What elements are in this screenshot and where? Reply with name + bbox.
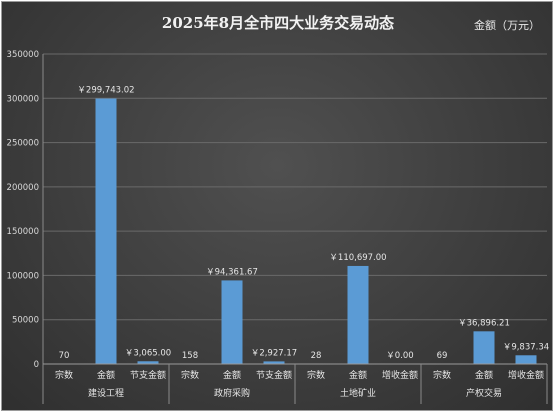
data-label: ￥110,697.00 [329, 253, 386, 263]
data-label: 70 [59, 351, 70, 361]
y-tick-label: 50000 [12, 316, 39, 326]
category-label: 宗数 [307, 369, 325, 381]
y-tick-label: 250000 [7, 139, 39, 149]
y-tick-label: 0 [34, 360, 39, 370]
group-label: 土地矿业 [340, 387, 376, 399]
data-label: ￥36,896.21 [458, 318, 510, 328]
unit-label: 金额（万元） [474, 18, 540, 32]
data-label: ￥0.00 [386, 351, 413, 361]
data-label: 28 [311, 351, 322, 361]
data-label: ￥94,361.67 [206, 267, 258, 277]
category-label: 增收金额 [382, 369, 418, 381]
group-label: 政府采购 [214, 387, 250, 399]
y-tick-label: 200000 [7, 183, 39, 193]
data-label: 158 [182, 351, 198, 361]
category-label: 增收金额 [508, 369, 544, 381]
y-tick-label: 350000 [7, 50, 39, 60]
category-label: 宗数 [433, 369, 451, 381]
bar [221, 280, 243, 364]
category-label: 金额 [349, 369, 367, 381]
category-label: 金额 [223, 369, 241, 381]
category-label: 金额 [475, 369, 493, 381]
category-label: 宗数 [55, 369, 73, 381]
bar [347, 265, 369, 364]
data-label: ￥2,927.17 [251, 348, 297, 358]
group-label: 产权交易 [466, 387, 502, 399]
category-label: 宗数 [181, 369, 199, 381]
bar [473, 331, 495, 364]
bar [515, 355, 537, 364]
category-label: 节支金额 [130, 369, 166, 381]
y-tick-label: 150000 [7, 227, 39, 237]
y-tick-label: 100000 [7, 271, 39, 281]
category-label: 节支金额 [256, 369, 292, 381]
data-label: 69 [437, 351, 448, 361]
category-label: 金额 [97, 369, 115, 381]
chart-title: 2025年8月全市四大业务交易动态 [162, 14, 394, 32]
data-label: ￥3,065.00 [125, 348, 171, 358]
y-tick-label: 300000 [7, 94, 39, 104]
bar [95, 98, 117, 364]
data-label: ￥299,743.02 [77, 86, 134, 96]
group-label: 建设工程 [88, 387, 124, 399]
bar [137, 361, 159, 364]
bar [263, 361, 285, 364]
data-label: ￥9,837.34 [503, 342, 549, 352]
